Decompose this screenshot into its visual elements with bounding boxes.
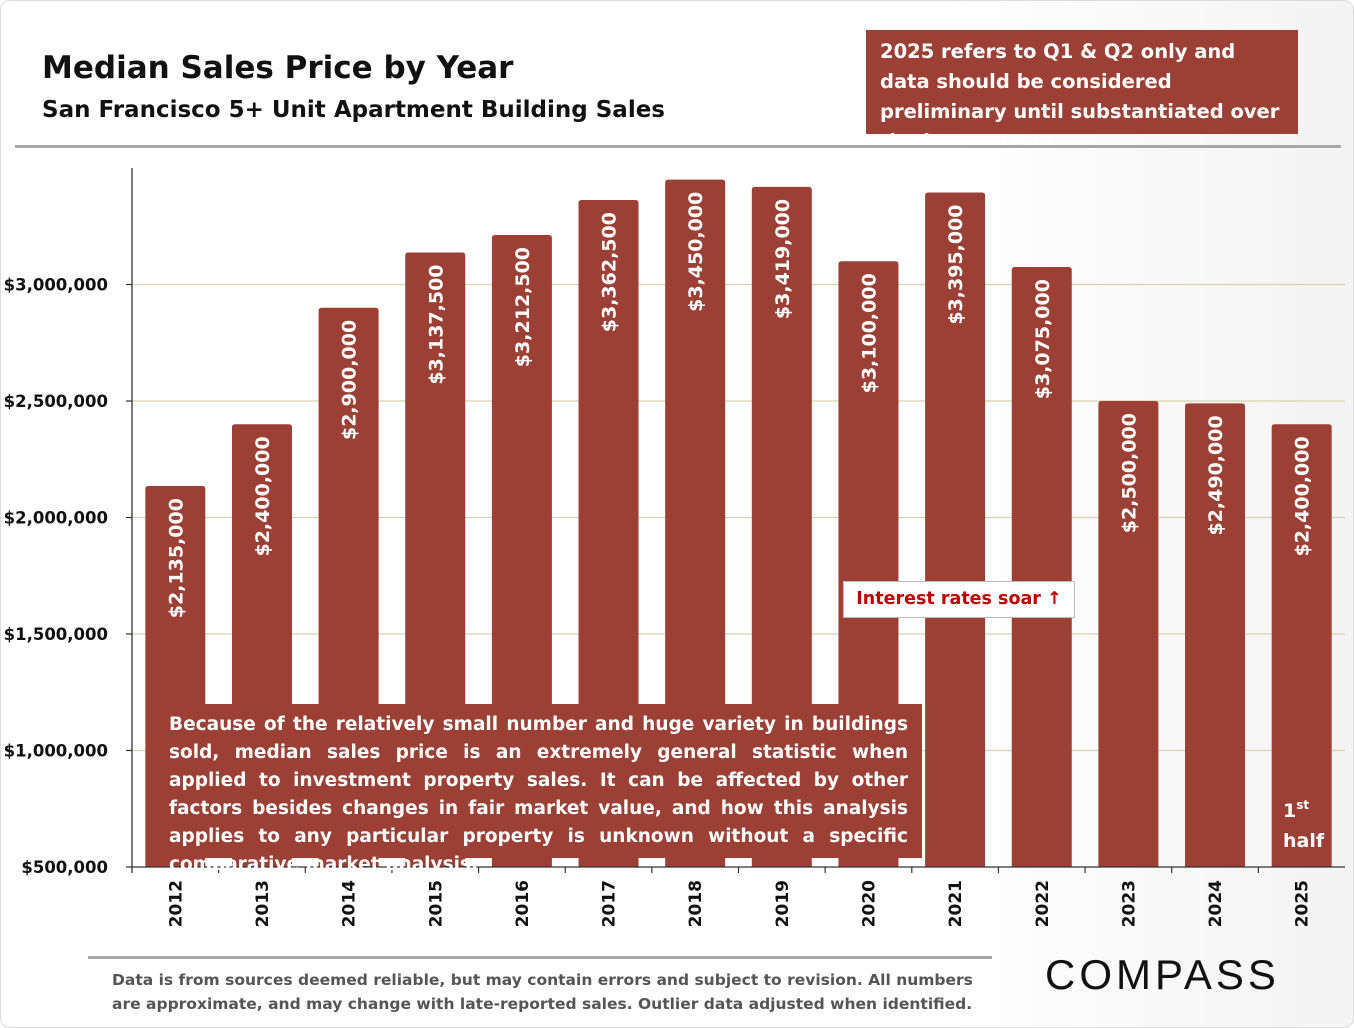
category-label-2016: 2016: [513, 880, 533, 927]
first-half-label: 1st half: [1283, 796, 1327, 856]
category-label-2014: 2014: [340, 880, 360, 927]
value-label-2016: $3,212,500: [512, 247, 534, 367]
value-label-2025: $2,400,000: [1292, 436, 1314, 556]
value-label-2024: $2,490,000: [1205, 415, 1227, 535]
y-tick-label: $2,000,000: [4, 509, 108, 528]
bar-2019: [751, 186, 812, 868]
chart-subtitle: San Francisco 5+ Unit Apartment Building…: [42, 97, 665, 123]
category-label-2019: 2019: [773, 880, 793, 927]
footer-disclaimer: Data is from sources deemed reliable, bu…: [112, 971, 973, 1013]
labels: $500,000 $1,000,000 $1,500,000 $2,000,000 $2…: [4, 192, 1314, 928]
value-label-2014: $2,900,000: [339, 320, 361, 440]
value-label-2020: $3,100,000: [858, 273, 880, 393]
chart-title: Median Sales Price by Year: [42, 50, 514, 86]
y-tick-label: $500,000: [21, 858, 108, 877]
category-label-2023: 2023: [1119, 880, 1139, 927]
y-tick-label: $1,000,000: [4, 742, 108, 761]
category-label-2015: 2015: [426, 880, 446, 927]
bar-2024: [1185, 403, 1246, 867]
value-label-2019: $3,419,000: [772, 199, 794, 319]
value-label-2015: $3,137,500: [425, 264, 447, 384]
category-label-2021: 2021: [946, 880, 966, 927]
footer-divider: [88, 956, 992, 959]
explanation-box: Because of the relatively small number a…: [147, 704, 922, 875]
compass-logo: COMPASS: [1045, 951, 1280, 998]
category-label-2020: 2020: [859, 880, 879, 927]
value-label-2013: $2,400,000: [252, 436, 274, 556]
y-tick-label: $2,500,000: [4, 392, 108, 411]
title-divider: [15, 145, 1341, 148]
interest-rates-callout: Interest rates soar ↑: [843, 581, 1075, 618]
first-half-suffix: st: [1296, 798, 1310, 812]
first-half-ordinal: 1: [1283, 800, 1297, 822]
category-label-2024: 2024: [1206, 880, 1226, 927]
value-label-2022: $3,075,000: [1032, 279, 1054, 399]
category-label-2022: 2022: [1033, 880, 1053, 927]
value-label-2012: $2,135,000: [165, 498, 187, 618]
bar-2018: [665, 179, 726, 867]
value-label-2021: $3,395,000: [945, 204, 967, 324]
category-label-2017: 2017: [600, 880, 620, 927]
gridlines: [132, 283, 1345, 752]
category-label-2018: 2018: [686, 880, 706, 927]
bar-2025: [1271, 424, 1332, 867]
bar-2017: [578, 200, 639, 868]
value-label-2017: $3,362,500: [599, 212, 621, 332]
category-label-2013: 2013: [253, 880, 273, 927]
bar-2023: [1098, 401, 1159, 867]
y-tick-label: $3,000,000: [4, 276, 108, 295]
bar-2022: [1011, 267, 1072, 867]
category-label-2025: 2025: [1293, 880, 1313, 927]
category-label-2012: 2012: [166, 880, 186, 927]
value-label-2023: $2,500,000: [1118, 413, 1140, 533]
axes: [126, 168, 1345, 873]
bar-2021: [925, 192, 986, 868]
y-tick-label: $1,500,000: [4, 625, 108, 644]
first-half-word: half: [1283, 830, 1325, 852]
preliminary-data-note: 2025 refers to Q1 & Q2 only and data sho…: [866, 30, 1298, 153]
value-label-2018: $3,450,000: [685, 192, 707, 312]
